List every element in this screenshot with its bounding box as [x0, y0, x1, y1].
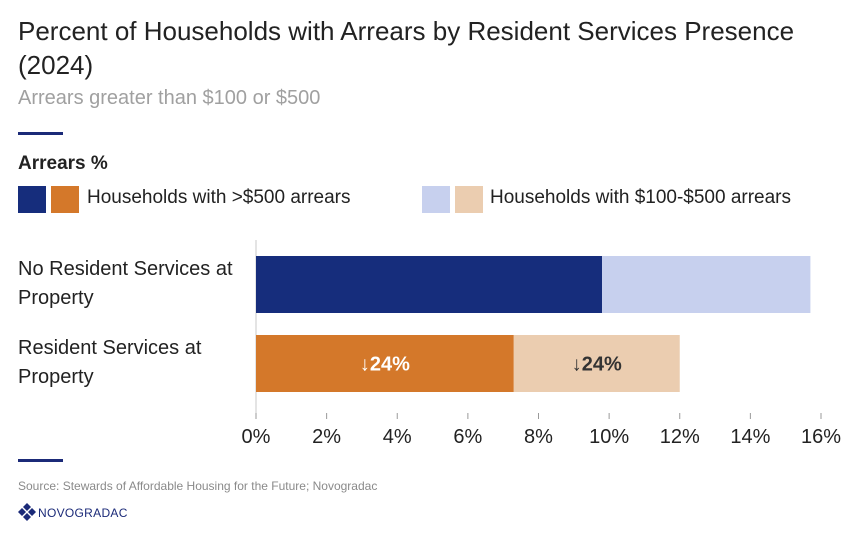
bar-0-1 — [602, 256, 811, 313]
legend-label-100-500: Households with $100-$500 arrears — [490, 187, 792, 208]
category-label-services: Resident Services at Property — [18, 337, 202, 388]
bar-0-0 — [256, 256, 603, 313]
bar-chart: ↓24% ↓24% 0% 2% 4% 6% 8% 10% 12% 14% 16% — [242, 240, 841, 448]
brand-wordmark: NOVOGRADAC — [38, 506, 128, 520]
legend-label-over-500: Households with >$500 arrears — [87, 187, 351, 208]
bar-annotation-1: ↓24% — [572, 354, 622, 376]
header-accent-rule — [18, 132, 63, 135]
x-tick-label-3: 6% — [453, 426, 482, 448]
x-tick-label-0: 0% — [242, 426, 271, 448]
legend-swatch-navy — [18, 186, 46, 213]
x-tick-label-8: 16% — [801, 426, 841, 448]
chart-subtitle: Arrears greater than $100 or $500 — [18, 87, 321, 109]
x-tick-label-6: 12% — [660, 426, 700, 448]
legend-swatch-peach — [455, 186, 483, 213]
legend-title: Arrears % — [18, 153, 108, 174]
legend-swatch-lightblue — [422, 186, 450, 213]
chart-title: Percent of Households with Arrears by Re… — [18, 16, 795, 80]
x-tick-label-1: 2% — [312, 426, 341, 448]
legend-swatch-orange — [51, 186, 79, 213]
source-note: Source: Stewards of Affordable Housing f… — [18, 479, 378, 493]
x-tick-label-2: 4% — [383, 426, 412, 448]
novogradac-logo-icon — [18, 503, 36, 521]
x-tick-label-7: 14% — [730, 426, 770, 448]
bar-annotation-0: ↓24% — [360, 354, 410, 376]
x-tick-label-5: 10% — [589, 426, 629, 448]
x-tick-label-4: 8% — [524, 426, 553, 448]
category-label-no-services: No Resident Services at Property — [18, 258, 233, 309]
bar-1-1 — [513, 335, 680, 392]
footer-accent-rule — [18, 459, 63, 462]
bar-1-0 — [256, 335, 514, 392]
